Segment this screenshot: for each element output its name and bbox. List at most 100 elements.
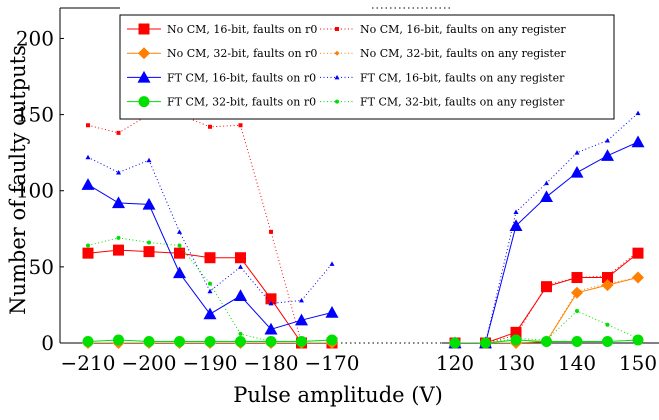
data-point — [514, 336, 518, 341]
left-x-tick-label: −190 — [183, 351, 238, 375]
data-point — [204, 335, 216, 347]
data-point — [81, 178, 95, 190]
data-point — [86, 243, 90, 248]
data-point — [544, 283, 549, 288]
data-point — [571, 335, 583, 347]
data-point — [174, 335, 185, 347]
data-point — [299, 297, 304, 303]
data-point — [208, 124, 212, 129]
data-point — [174, 247, 185, 259]
data-point — [203, 307, 217, 320]
data-point — [147, 240, 151, 245]
data-point — [605, 274, 610, 278]
y-tick-label: 100 — [16, 179, 54, 203]
axes: 0 50 100 150 200 −210 −200 −190 −180 −170 120 130 14… — [16, 7, 659, 375]
series-0 — [82, 244, 644, 349]
data-point — [269, 229, 273, 234]
data-point — [85, 154, 91, 160]
data-point — [137, 70, 151, 83]
data-point — [602, 335, 613, 347]
data-point — [335, 27, 339, 31]
series-line — [455, 251, 639, 343]
data-point — [235, 335, 246, 347]
data-point — [334, 50, 340, 56]
data-point — [113, 244, 124, 256]
data-point — [295, 313, 308, 326]
left-x-tick-label: −180 — [244, 351, 299, 375]
series-5 — [85, 110, 641, 345]
data-point — [173, 266, 186, 279]
data-point — [631, 135, 645, 148]
series-1 — [86, 112, 640, 345]
data-point — [112, 196, 125, 209]
legend-entry: FT CM, 16-bit, faults on any register — [360, 71, 565, 84]
legend-entry: No CM, 32-bit, faults on r0 — [167, 47, 317, 60]
data-point — [204, 252, 216, 264]
data-point — [265, 293, 277, 305]
data-point — [601, 149, 614, 161]
series-3 — [85, 275, 641, 346]
data-point — [116, 130, 121, 135]
right-x-tick-label: 140 — [558, 351, 596, 375]
data-point — [143, 246, 155, 258]
series-line — [87, 237, 332, 342]
data-point — [574, 288, 580, 294]
series-4 — [81, 135, 645, 349]
data-point — [636, 249, 640, 254]
data-point — [235, 252, 246, 264]
data-point — [138, 96, 150, 108]
left-x-tick-label: −210 — [61, 351, 116, 375]
right-x-tick-label: 150 — [619, 351, 657, 375]
data-point — [269, 339, 273, 344]
y-tick-label: 0 — [41, 331, 54, 355]
data-point — [510, 326, 522, 338]
data-point — [635, 110, 641, 116]
data-point — [453, 341, 457, 345]
data-point — [177, 229, 182, 234]
data-point — [82, 247, 94, 259]
data-point — [575, 309, 579, 314]
legend-entry: No CM, 32-bit, faults on any register — [360, 47, 566, 60]
data-point — [483, 341, 488, 345]
legend-entry: No CM, 16-bit, faults on r0 — [167, 23, 317, 36]
data-point — [575, 275, 579, 280]
data-point — [325, 306, 339, 318]
legend-entry: FT CM, 32-bit, faults on any register — [360, 96, 565, 109]
series-line — [455, 252, 639, 343]
data-point — [208, 281, 212, 286]
series-6 — [82, 334, 644, 349]
y-tick-label: 200 — [16, 26, 54, 50]
data-point — [177, 243, 182, 248]
legend-entry: FT CM, 32-bit, faults on r0 — [167, 96, 316, 109]
data-point — [605, 281, 610, 287]
data-point — [605, 137, 610, 143]
legend-entry: FT CM, 16-bit, faults on r0 — [167, 71, 316, 84]
data-point — [334, 74, 340, 80]
legend-entry: No CM, 16-bit, faults on any register — [360, 23, 566, 36]
data-point — [138, 47, 150, 60]
data-point — [540, 190, 553, 203]
series-line — [87, 156, 332, 304]
data-point — [238, 123, 243, 128]
y-tick-label: 150 — [16, 103, 54, 127]
data-point — [544, 180, 549, 186]
right-x-tick-label: 120 — [436, 351, 474, 375]
data-point — [113, 334, 124, 346]
data-point — [207, 288, 213, 294]
data-point — [513, 209, 519, 215]
data-point — [238, 331, 243, 336]
data-point — [86, 123, 90, 128]
data-point — [636, 336, 640, 341]
data-point — [544, 337, 549, 342]
data-point — [330, 337, 334, 342]
right-x-tick-label: 130 — [497, 351, 535, 375]
data-point — [605, 322, 610, 327]
data-point — [299, 339, 304, 344]
data-point — [143, 335, 155, 347]
series-line — [455, 112, 639, 343]
data-point — [234, 289, 247, 301]
data-point — [238, 264, 243, 269]
data-point — [116, 235, 121, 240]
x-axis-label: Pulse amplitude (V) — [233, 383, 443, 407]
